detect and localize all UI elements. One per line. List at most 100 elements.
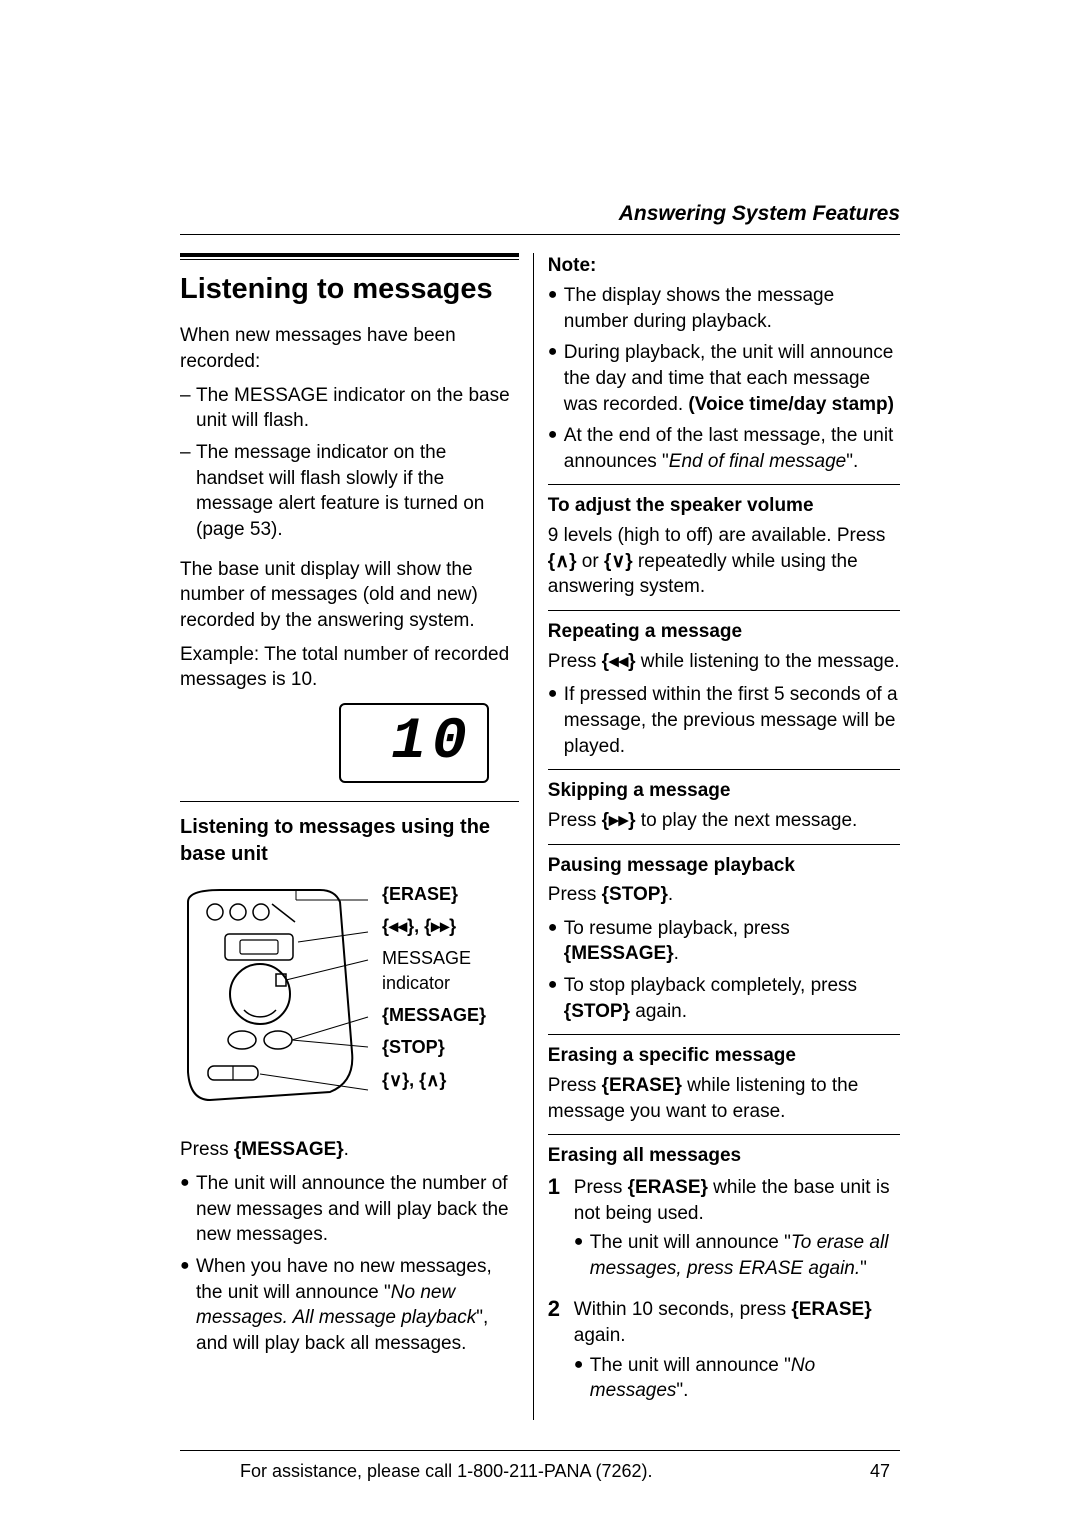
- bullet-text: The unit will announce "No messages".: [590, 1353, 900, 1404]
- section-rule: [180, 801, 519, 802]
- bullet-list: ●The display shows the message number du…: [548, 283, 900, 474]
- callout-stop: {STOP}: [382, 1035, 486, 1059]
- bullet-dot: ●: [180, 1254, 196, 1357]
- bullet-dot: ●: [548, 973, 564, 1024]
- footer-assist: For assistance, please call 1-800-211-PA…: [240, 1459, 653, 1483]
- text: or: [577, 551, 604, 572]
- text: ": [860, 1258, 867, 1279]
- callout-rew-ff: {◂◂}, {▸▸}: [382, 914, 486, 938]
- subhead-repeat: Repeating a message: [548, 619, 900, 645]
- bullet-text: The unit will announce "To erase all mes…: [590, 1230, 900, 1281]
- callout-text: indicator: [382, 973, 450, 993]
- bullet-item: ●If pressed within the first 5 seconds o…: [548, 682, 900, 759]
- bullet-item: ● The unit will announce the number of n…: [180, 1171, 519, 1248]
- intro-text: When new messages have been recorded:: [180, 323, 519, 374]
- text: Press: [180, 1139, 234, 1160]
- bullet-item: ● When you have no new messages, the uni…: [180, 1254, 519, 1357]
- dash-marker: –: [180, 440, 196, 543]
- section-rule: [548, 610, 900, 611]
- callout-message: {MESSAGE}: [382, 1003, 486, 1027]
- text: again.: [574, 1325, 626, 1346]
- page-footer: For assistance, please call 1-800-211-PA…: [180, 1450, 900, 1483]
- callout-vol: {∨}, {∧}: [382, 1068, 486, 1092]
- text: Press: [548, 884, 602, 905]
- bullet-item: ●The unit will announce "To erase all me…: [574, 1230, 900, 1281]
- text: Press: [548, 651, 602, 672]
- body-text: Press {STOP}.: [548, 882, 900, 908]
- dash-text: The message indicator on the handset wil…: [196, 440, 519, 543]
- bullet-item: ●During playback, the unit will announce…: [548, 340, 900, 417]
- button-ref: {∨}: [604, 551, 633, 572]
- press-message-line: Press {MESSAGE}.: [180, 1137, 519, 1163]
- footer-page-number: 47: [870, 1459, 890, 1483]
- step-text: Press {ERASE} while the base unit is not…: [574, 1175, 900, 1226]
- bullet-dot: ●: [548, 423, 564, 474]
- right-column: Note: ●The display shows the message num…: [533, 253, 900, 1420]
- bullet-dot: ●: [180, 1171, 196, 1248]
- num-item: 1 Press {ERASE} while the base unit is n…: [548, 1175, 900, 1288]
- note-label: Note:: [548, 253, 900, 279]
- page-title: Listening to messages: [180, 270, 519, 309]
- text: Press: [574, 1177, 628, 1198]
- diagram-callouts: {ERASE} {◂◂}, {▸▸} MESSAGE indicator {ME…: [370, 882, 486, 1120]
- text: Within 10 seconds, press: [574, 1299, 792, 1320]
- bullet-text: If pressed within the first 5 seconds of…: [564, 682, 900, 759]
- subsection-title: Listening to messages using the base uni…: [180, 814, 519, 868]
- text: .: [668, 884, 673, 905]
- dash-list: – The MESSAGE indicator on the base unit…: [180, 383, 519, 543]
- text: Press: [548, 810, 602, 831]
- italic-text: End of final message: [669, 451, 846, 472]
- button-ref: {▸▸}: [602, 810, 636, 831]
- bullet-text: The display shows the message number dur…: [564, 283, 900, 334]
- button-ref: {STOP}: [602, 884, 668, 905]
- body-text: Press {◂◂} while listening to the messag…: [548, 649, 900, 675]
- bullet-dot: ●: [548, 283, 564, 334]
- bullet-dot: ●: [548, 340, 564, 417]
- subhead-skip: Skipping a message: [548, 778, 900, 804]
- text: to play the next message.: [636, 810, 858, 831]
- step-number: 1: [548, 1175, 574, 1288]
- button-ref: {ERASE}: [628, 1177, 708, 1198]
- lcd-display: 10: [339, 703, 489, 783]
- section-rule: [548, 844, 900, 845]
- dash-text: The MESSAGE indicator on the base unit w…: [196, 383, 519, 434]
- subhead-erase-all: Erasing all messages: [548, 1143, 900, 1169]
- lcd-display-wrap: 10: [180, 703, 519, 783]
- step-text: Within 10 seconds, press {ERASE} again.: [574, 1297, 900, 1348]
- callout-erase: {ERASE}: [382, 882, 486, 906]
- bullet-dot: ●: [548, 682, 564, 759]
- text: .: [344, 1139, 349, 1160]
- button-ref: {◂◂}: [602, 651, 636, 672]
- header-rule: [180, 234, 900, 235]
- section-rule: [548, 1134, 900, 1135]
- bullet-text: When you have no new messages, the unit …: [196, 1254, 519, 1357]
- button-ref: {STOP}: [564, 1001, 630, 1022]
- text: while listening to the message.: [636, 651, 900, 672]
- bold-text: (Voice time/day stamp): [688, 394, 894, 415]
- text: 9 levels (high to off) are available. Pr…: [548, 525, 886, 546]
- button-ref: {ERASE}: [791, 1299, 871, 1320]
- text: The unit will announce ": [590, 1232, 791, 1253]
- bullet-dot: ●: [548, 916, 564, 967]
- subhead-volume: To adjust the speaker volume: [548, 493, 900, 519]
- button-ref: {∧}: [548, 551, 577, 572]
- section-rule: [548, 484, 900, 485]
- bullet-dot: ●: [574, 1230, 590, 1281]
- subhead-pause: Pausing message playback: [548, 853, 900, 879]
- base-unit-diagram: [180, 882, 370, 1120]
- callout-msg-indicator: MESSAGE indicator: [382, 946, 486, 995]
- text: ".: [676, 1380, 688, 1401]
- step-body: Within 10 seconds, press {ERASE} again. …: [574, 1297, 900, 1410]
- button-ref: {MESSAGE}: [564, 943, 674, 964]
- callout-text: MESSAGE: [382, 948, 471, 968]
- step-body: Press {ERASE} while the base unit is not…: [574, 1175, 900, 1288]
- body-text: Press {▸▸} to play the next message.: [548, 808, 900, 834]
- dash-item: – The MESSAGE indicator on the base unit…: [180, 383, 519, 434]
- button-ref: {MESSAGE}: [234, 1139, 344, 1160]
- title-rule-thick: [180, 253, 519, 257]
- bullet-item: ●The display shows the message number du…: [548, 283, 900, 334]
- left-column: Listening to messages When new messages …: [180, 253, 533, 1420]
- bullet-list: ●If pressed within the first 5 seconds o…: [548, 682, 900, 759]
- title-rule-thin: [180, 259, 519, 260]
- bullet-dot: ●: [574, 1353, 590, 1404]
